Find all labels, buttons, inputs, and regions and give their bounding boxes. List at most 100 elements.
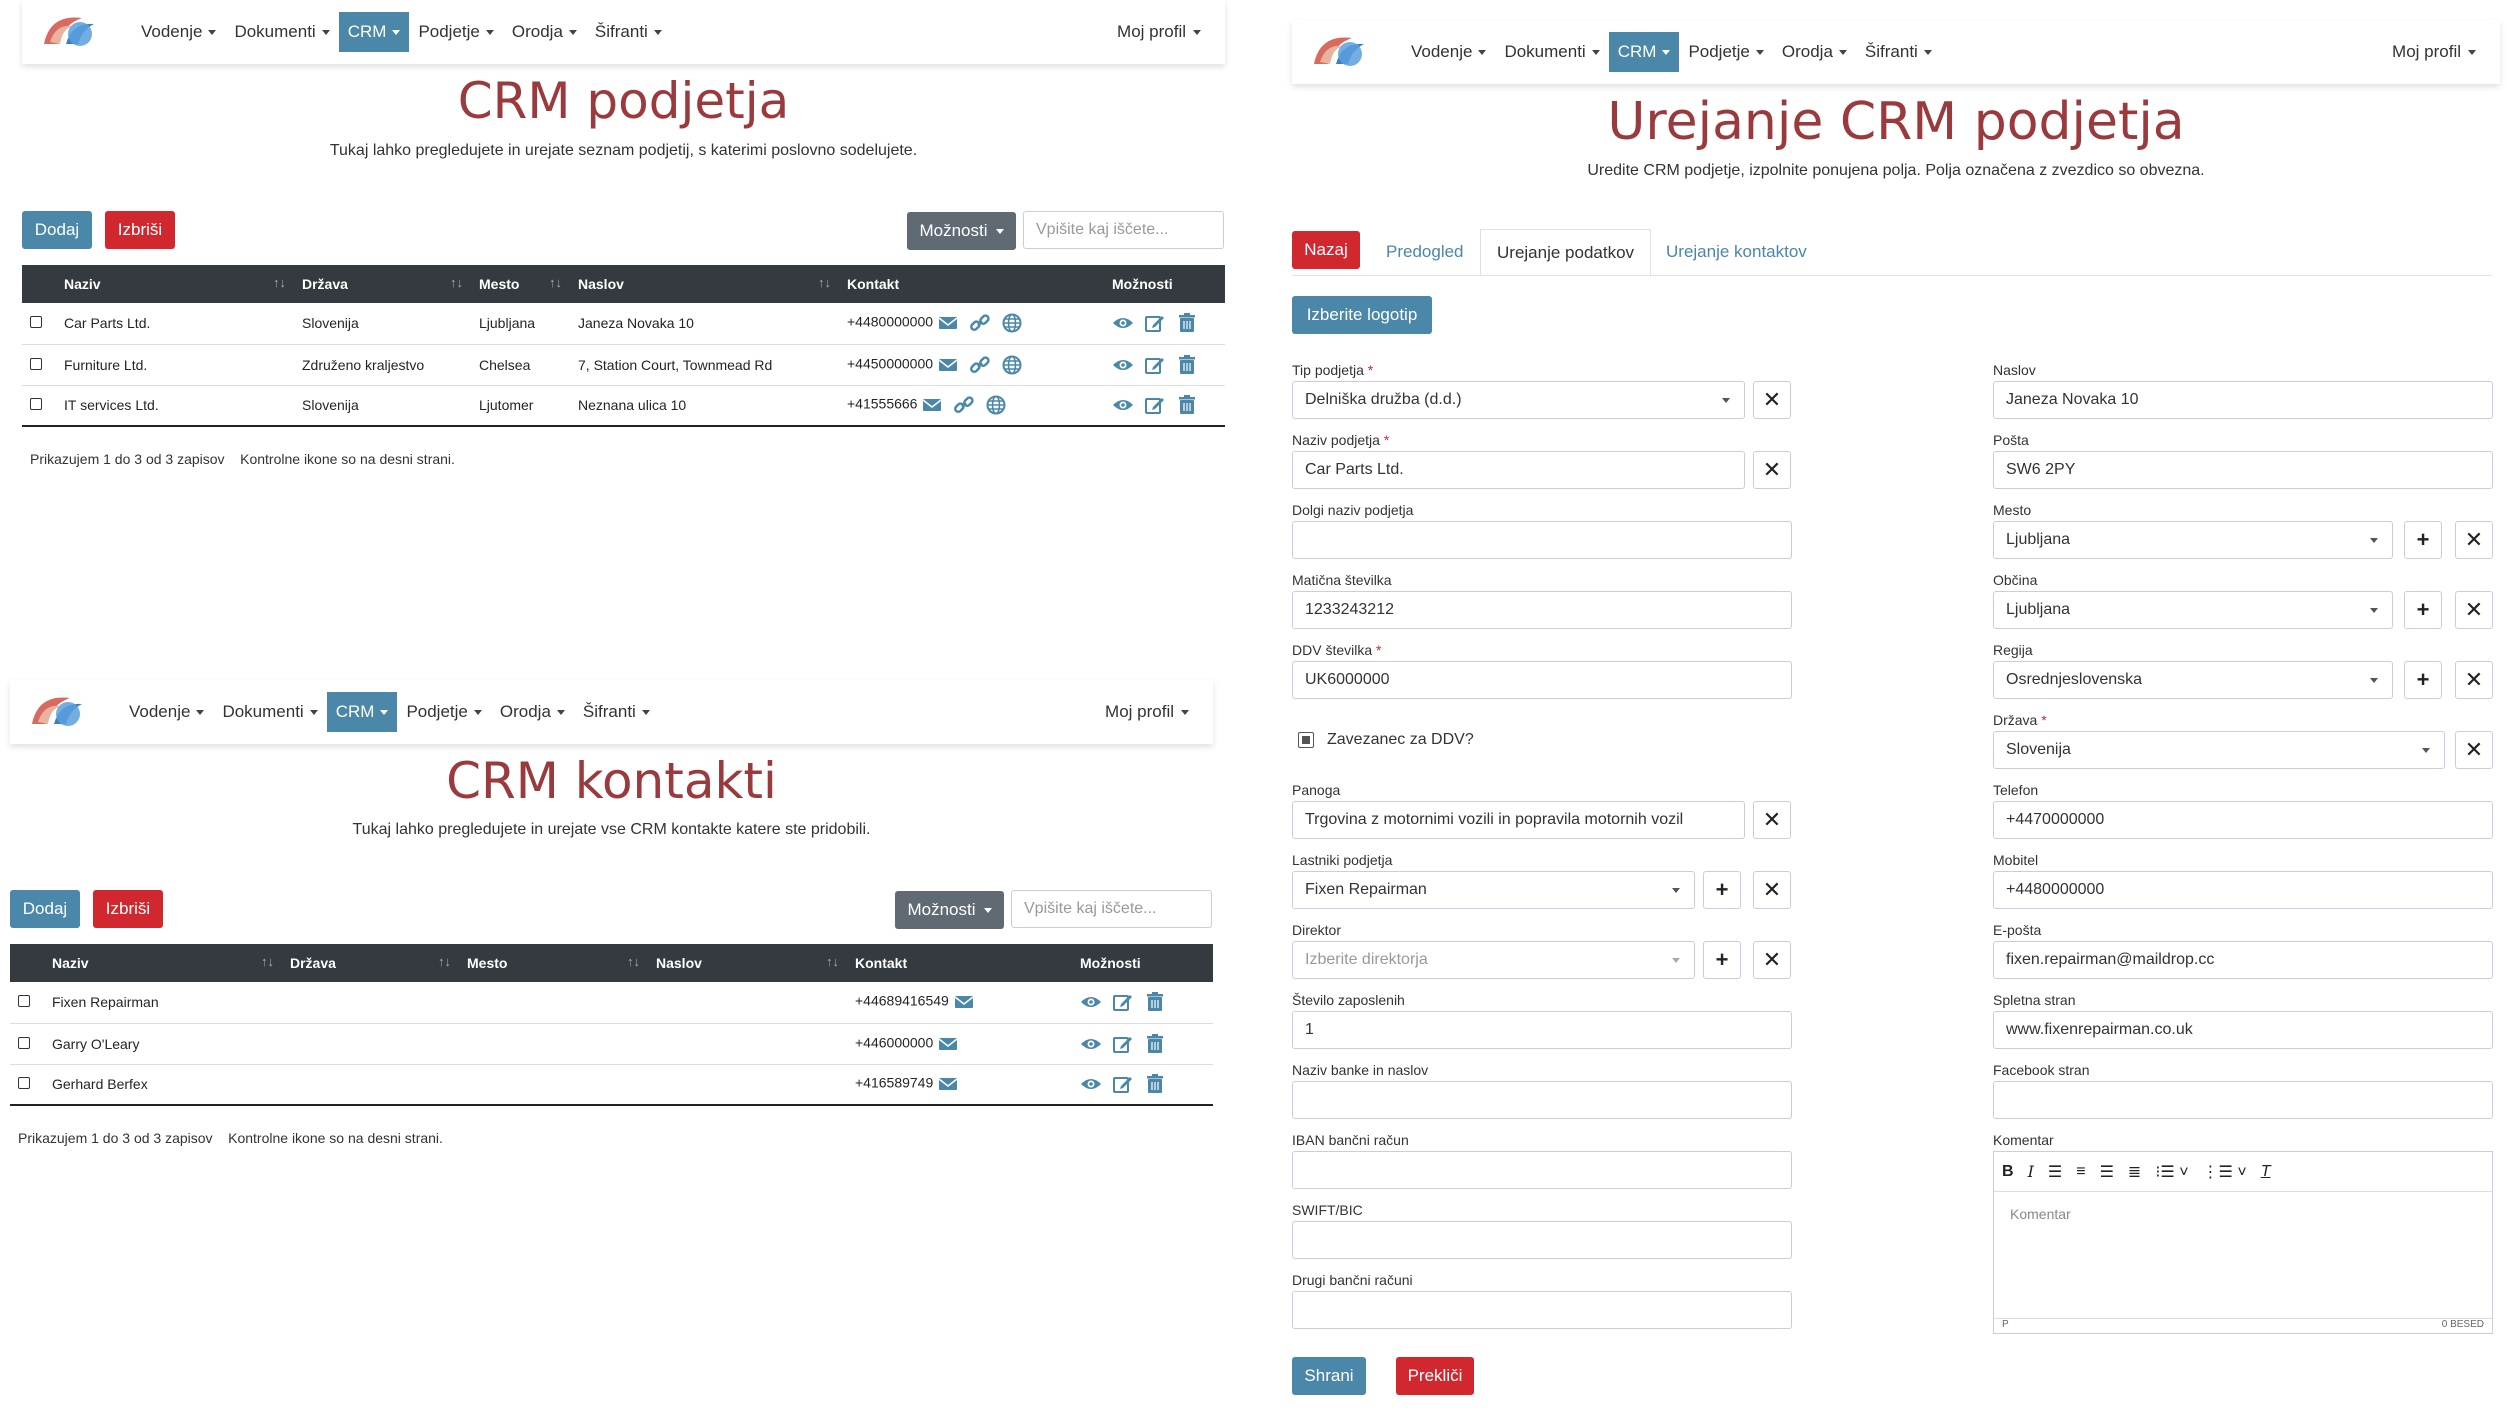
- clear-icon[interactable]: ✕: [2455, 591, 2493, 629]
- industry-select[interactable]: Trgovina z motornimi vozili in popravila…: [1292, 801, 1745, 839]
- other-accounts-field[interactable]: [1292, 1291, 1792, 1329]
- clear-icon[interactable]: ✕: [2455, 731, 2493, 769]
- nav-podjetje[interactable]: Podjetje: [1679, 32, 1772, 72]
- mail-icon[interactable]: [937, 312, 959, 334]
- italic-icon[interactable]: I: [2027, 1162, 2034, 1181]
- view-icon[interactable]: [1080, 991, 1102, 1013]
- clear-icon[interactable]: ✕: [1753, 451, 1791, 489]
- nav-orodja[interactable]: Orodja: [1773, 32, 1856, 72]
- nav-crm[interactable]: CRM: [1608, 32, 1680, 72]
- clear-icon[interactable]: ✕: [1753, 801, 1791, 839]
- col-drzava[interactable]: Država ↑↓: [302, 275, 463, 292]
- numbered-list-icon[interactable]: ⋮☰ ˅: [2202, 1163, 2247, 1181]
- view-icon[interactable]: [1080, 1033, 1102, 1055]
- app-logo[interactable]: [1306, 28, 1374, 72]
- nav-vodenje[interactable]: Vodenje: [1402, 32, 1495, 72]
- tab-preview[interactable]: Predogled: [1386, 242, 1464, 261]
- link-icon[interactable]: [953, 394, 975, 416]
- mobile-field[interactable]: +4480000000: [1993, 871, 2493, 909]
- row-checkbox[interactable]: [18, 1036, 30, 1049]
- globe-icon[interactable]: [1001, 354, 1023, 376]
- edit-icon[interactable]: [1112, 991, 1134, 1013]
- trash-icon[interactable]: [1144, 1033, 1166, 1055]
- address-field[interactable]: Janeza Novaka 10: [1993, 381, 2493, 419]
- nav-sifranti[interactable]: Šifranti: [1856, 32, 1941, 72]
- comment-textarea[interactable]: Komentar: [2010, 1206, 2071, 1222]
- add-icon[interactable]: +: [2404, 521, 2442, 559]
- row-checkbox[interactable]: [30, 398, 42, 411]
- view-icon[interactable]: [1112, 312, 1134, 334]
- edit-icon[interactable]: [1144, 394, 1166, 416]
- bold-icon[interactable]: B: [2002, 1162, 2014, 1180]
- iban-field[interactable]: [1292, 1151, 1792, 1189]
- save-button[interactable]: Shrani: [1292, 1357, 1366, 1395]
- tab-edit-contacts[interactable]: Urejanje kontaktov: [1666, 242, 1807, 261]
- add-button[interactable]: Dodaj: [10, 890, 80, 928]
- cancel-button[interactable]: Prekliči: [1396, 1357, 1474, 1395]
- trash-icon[interactable]: [1176, 354, 1198, 376]
- website-field[interactable]: www.fixenrepairman.co.uk: [1993, 1011, 2493, 1049]
- nav-crm[interactable]: CRM: [326, 692, 398, 732]
- nav-dokumenti[interactable]: Dokumenti: [225, 12, 338, 52]
- view-icon[interactable]: [1112, 394, 1134, 416]
- trash-icon[interactable]: [1144, 1073, 1166, 1095]
- globe-icon[interactable]: [985, 394, 1007, 416]
- row-checkbox[interactable]: [18, 995, 30, 1008]
- row-checkbox[interactable]: [30, 316, 42, 329]
- add-icon[interactable]: +: [2404, 661, 2442, 699]
- mail-icon[interactable]: [937, 1073, 959, 1095]
- tab-edit-data[interactable]: Urejanje podatkov: [1480, 229, 1652, 275]
- align-left-icon[interactable]: ☰: [2047, 1163, 2063, 1181]
- app-logo[interactable]: [36, 8, 104, 52]
- edit-icon[interactable]: [1112, 1073, 1134, 1095]
- clear-icon[interactable]: ✕: [1753, 871, 1791, 909]
- nav-orodja[interactable]: Orodja: [503, 12, 586, 52]
- nav-profile[interactable]: Moj profil: [2392, 20, 2476, 84]
- add-icon[interactable]: +: [1703, 941, 1741, 979]
- link-icon[interactable]: [969, 312, 991, 334]
- delete-button[interactable]: Izbriši: [93, 890, 163, 928]
- nav-sifranti[interactable]: Šifranti: [586, 12, 671, 52]
- add-button[interactable]: Dodaj: [22, 211, 92, 249]
- search-input[interactable]: Vpišite kaj iščete...: [1023, 211, 1224, 249]
- bullet-list-icon[interactable]: ⁝☰ ˅: [2155, 1163, 2189, 1181]
- post-field[interactable]: SW6 2PY: [1993, 451, 2493, 489]
- nav-dokumenti[interactable]: Dokumenti: [1495, 32, 1608, 72]
- email-field[interactable]: fixen.repairman@maildrop.cc: [1993, 941, 2493, 979]
- col-naziv[interactable]: Naziv ↑↓: [52, 954, 274, 971]
- director-select[interactable]: Izberite direktorja: [1292, 941, 1695, 979]
- clear-icon[interactable]: ✕: [2455, 521, 2493, 559]
- nav-vodenje[interactable]: Vodenje: [120, 692, 213, 732]
- clear-icon[interactable]: ✕: [1753, 941, 1791, 979]
- bank-field[interactable]: [1292, 1081, 1792, 1119]
- nav-podjetje[interactable]: Podjetje: [409, 12, 502, 52]
- nav-crm[interactable]: CRM: [338, 12, 410, 52]
- options-button[interactable]: Možnosti: [895, 891, 1004, 929]
- clear-icon[interactable]: ✕: [1753, 381, 1791, 419]
- company-name-field[interactable]: Car Parts Ltd.: [1292, 451, 1745, 489]
- region-select[interactable]: Osrednjeslovenska: [1993, 661, 2393, 699]
- nav-sifranti[interactable]: Šifranti: [574, 692, 659, 732]
- options-button[interactable]: Možnosti: [907, 212, 1016, 250]
- long-name-field[interactable]: [1292, 521, 1792, 559]
- row-checkbox[interactable]: [18, 1077, 30, 1090]
- nav-profile[interactable]: Moj profil: [1105, 680, 1189, 744]
- phone-field[interactable]: +4470000000: [1993, 801, 2493, 839]
- edit-icon[interactable]: [1112, 1033, 1134, 1055]
- nav-profile[interactable]: Moj profil: [1117, 0, 1201, 64]
- trash-icon[interactable]: [1144, 991, 1166, 1013]
- reg-number-field[interactable]: 1233243212: [1292, 591, 1792, 629]
- trash-icon[interactable]: [1176, 312, 1198, 334]
- owners-select[interactable]: Fixen Repairman: [1292, 871, 1695, 909]
- col-naslov[interactable]: Naslov ↑↓: [656, 954, 839, 971]
- edit-icon[interactable]: [1144, 312, 1166, 334]
- globe-icon[interactable]: [1001, 312, 1023, 334]
- mail-icon[interactable]: [953, 991, 975, 1013]
- swift-field[interactable]: [1292, 1221, 1792, 1259]
- delete-button[interactable]: Izbriši: [105, 211, 175, 249]
- mail-icon[interactable]: [937, 354, 959, 376]
- vat-payer-checkbox[interactable]: [1298, 732, 1314, 748]
- col-mesto[interactable]: Mesto ↑↓: [467, 954, 640, 971]
- col-mesto[interactable]: Mesto ↑↓: [479, 275, 562, 292]
- add-icon[interactable]: +: [1703, 871, 1741, 909]
